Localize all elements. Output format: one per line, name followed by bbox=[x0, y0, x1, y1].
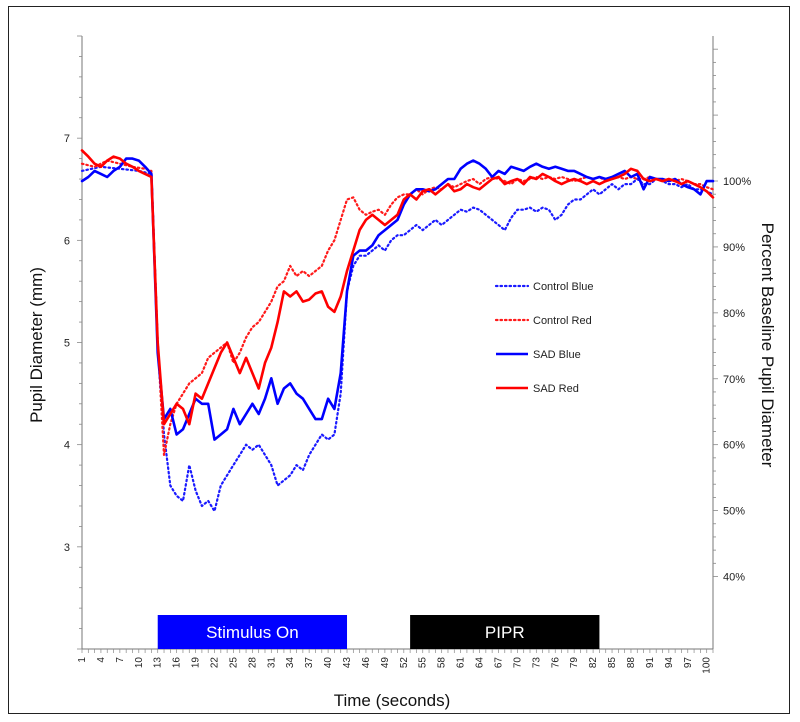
x-tick-label: 46 bbox=[361, 657, 372, 669]
y-right-tick-label: 100% bbox=[723, 176, 751, 188]
y-right-tick-label: 70% bbox=[723, 374, 745, 386]
x-tick-label: 4 bbox=[96, 657, 107, 663]
x-tick-label: 31 bbox=[266, 657, 277, 669]
y-left-tick-label: 5 bbox=[64, 338, 70, 350]
series-line-control-blue bbox=[80, 165, 715, 513]
y-left-tick-label: 4 bbox=[64, 440, 70, 452]
y-axis-left-title: Pupil Diameter (mm) bbox=[27, 267, 46, 423]
x-tick-label: 94 bbox=[664, 657, 675, 669]
chart-frame bbox=[8, 6, 790, 714]
x-tick-label: 37 bbox=[304, 657, 315, 669]
x-tick-label: 85 bbox=[607, 657, 618, 669]
x-tick-label: 100 bbox=[702, 657, 713, 674]
x-tick-label: 82 bbox=[588, 657, 599, 669]
y-right-tick-label: 80% bbox=[723, 308, 745, 320]
stimulus-on-band bbox=[157, 615, 348, 649]
x-tick-label: 7 bbox=[115, 657, 126, 663]
x-tick-label: 97 bbox=[683, 657, 694, 669]
x-tick-label: 76 bbox=[550, 657, 561, 669]
x-tick-label: 16 bbox=[172, 657, 183, 669]
y-right-tick-label: 60% bbox=[723, 440, 745, 452]
x-tick-label: 28 bbox=[247, 657, 258, 669]
pipr-band-label: PIPR bbox=[485, 623, 525, 642]
series-line-control-red bbox=[80, 159, 715, 456]
series-lines bbox=[80, 149, 715, 513]
x-tick-label: 49 bbox=[380, 657, 391, 669]
legend-label-sad-red: SAD Red bbox=[533, 383, 579, 395]
pipr-band bbox=[410, 615, 600, 649]
x-tick-label: 55 bbox=[418, 657, 429, 669]
x-tick-label: 22 bbox=[210, 657, 221, 669]
x-tick-label: 10 bbox=[134, 657, 145, 669]
x-tick-label: 1 bbox=[77, 657, 88, 663]
x-tick-label: 70 bbox=[512, 657, 523, 669]
x-tick-label: 40 bbox=[323, 657, 334, 669]
stimulus-on-band-label: Stimulus On bbox=[206, 623, 299, 642]
x-tick-label: 43 bbox=[342, 657, 353, 669]
x-tick-label: 25 bbox=[228, 657, 239, 669]
series-line-sad-red bbox=[80, 149, 715, 426]
y-right-tick-label: 90% bbox=[723, 242, 745, 254]
x-tick-label: 79 bbox=[569, 657, 580, 669]
y-right-tick-label: 50% bbox=[723, 506, 745, 518]
y-left-tick-label: 6 bbox=[64, 235, 70, 247]
legend-label-control-red: Control Red bbox=[533, 315, 592, 327]
y-right-tick-label: 40% bbox=[723, 571, 745, 583]
series-line-sad-blue bbox=[80, 157, 715, 441]
legend-label-control-blue: Control Blue bbox=[533, 281, 594, 293]
x-tick-label: 19 bbox=[191, 657, 202, 669]
x-tick-label: 67 bbox=[493, 657, 504, 669]
y-axis-right-title: Percent Baseline Pupil Diameter bbox=[758, 223, 777, 468]
y-left-tick-label: 3 bbox=[64, 542, 70, 554]
x-tick-label: 34 bbox=[285, 657, 296, 669]
x-axis-title: Time (seconds) bbox=[334, 691, 451, 710]
x-tick-label: 58 bbox=[437, 657, 448, 669]
x-tick-label: 64 bbox=[475, 657, 486, 669]
x-tick-label: 13 bbox=[153, 657, 164, 669]
x-tick-label: 91 bbox=[645, 657, 656, 669]
legend-label-sad-blue: SAD Blue bbox=[533, 349, 581, 361]
stimulus-bands: Stimulus On PIPR bbox=[157, 615, 600, 649]
x-tick-label: 61 bbox=[456, 657, 467, 669]
y-left-tick-label: 7 bbox=[64, 133, 70, 145]
x-tick-label: 73 bbox=[531, 657, 542, 669]
x-tick-label: 88 bbox=[626, 657, 637, 669]
legend: Control Blue Control Red SAD Blue SAD Red bbox=[494, 281, 594, 395]
x-tick-label: 52 bbox=[399, 657, 410, 669]
